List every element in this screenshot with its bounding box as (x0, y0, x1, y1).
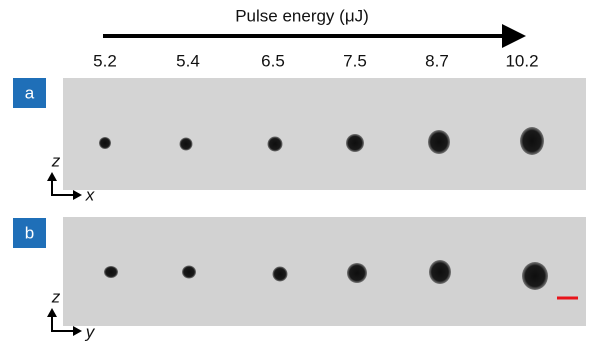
axis-arrow (47, 308, 57, 317)
energy-label: 6.5 (261, 51, 285, 70)
dot (428, 130, 450, 154)
dot (180, 138, 193, 151)
dot (273, 267, 288, 282)
arrow-head (502, 24, 526, 48)
axis-label: z (51, 287, 61, 306)
panel-b-image (63, 217, 586, 326)
dot (522, 262, 548, 290)
panel-label: a (25, 83, 35, 102)
dot (99, 137, 111, 149)
dot (520, 127, 544, 155)
dot (346, 134, 364, 152)
axis-arrow (73, 190, 82, 200)
figure: Pulse energy (μJ) 5.25.46.57.58.710.2 a … (0, 0, 589, 347)
dot (347, 263, 367, 283)
axis-label: z (51, 151, 61, 170)
energy-label: 7.5 (343, 51, 367, 70)
panel-a-image (63, 78, 586, 190)
energy-labels: 5.2 5.4 6.5 7.5 8.7 10.2 (93, 51, 538, 70)
axis-label: x (85, 185, 95, 204)
axis-arrow (73, 326, 82, 336)
dot (429, 260, 451, 284)
title: Pulse energy (μJ) (235, 6, 369, 25)
energy-label: 5.4 (176, 51, 200, 70)
axis-label: y (85, 322, 96, 341)
dot (182, 266, 196, 279)
dot (268, 137, 283, 152)
energy-label: 10.2 (505, 51, 538, 70)
energy-label: 5.2 (93, 51, 117, 70)
dot (104, 266, 118, 278)
panel-label: b (25, 223, 34, 242)
axis-arrow (47, 172, 57, 181)
energy-label: 8.7 (425, 51, 449, 70)
